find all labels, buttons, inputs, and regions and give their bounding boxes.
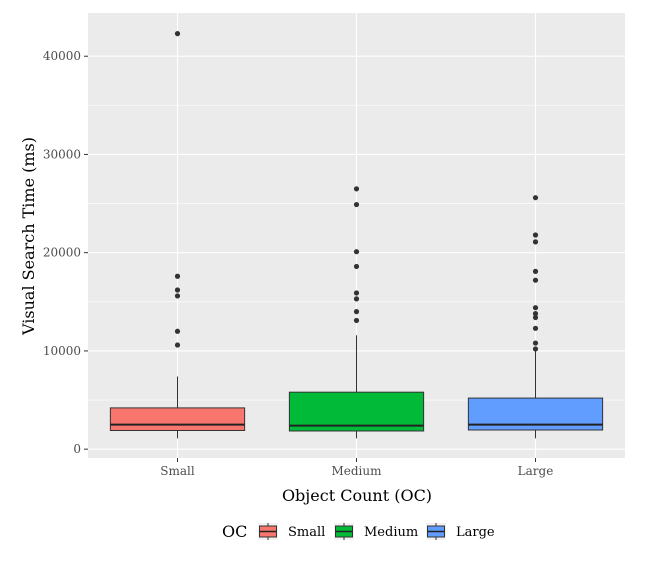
legend: OC Small Medium Large <box>222 522 495 541</box>
x-axis: Small Medium Large <box>160 458 553 478</box>
legend-label: Small <box>288 525 325 540</box>
outlier-point <box>532 232 539 238</box>
outlier-point <box>353 317 360 324</box>
outlier-point <box>353 201 360 208</box>
outlier-point <box>353 186 360 192</box>
x-tick-label: Small <box>160 464 195 478</box>
y-axis-title: Visual Search Time (ms) <box>19 137 38 336</box>
outlier-point <box>532 277 539 283</box>
legend-item-medium: Medium <box>334 523 418 540</box>
legend-label: Medium <box>364 525 418 540</box>
outlier-point <box>532 268 539 274</box>
y-tick-label: 40000 <box>43 49 81 63</box>
x-axis-title: Object Count (OC) <box>282 486 432 505</box>
outlier-point <box>532 346 539 352</box>
outlier-point <box>532 195 539 201</box>
x-tick-label: Large <box>518 464 554 478</box>
y-tick-label: 10000 <box>43 344 81 358</box>
outlier-point <box>353 263 360 270</box>
outlier-point <box>174 273 181 279</box>
outlier-point <box>353 296 360 302</box>
y-tick-label: 30000 <box>43 147 81 161</box>
x-tick-label: Medium <box>331 464 382 478</box>
outlier-point <box>353 290 360 296</box>
outlier-point <box>353 309 360 315</box>
outlier-point <box>532 305 539 311</box>
iqr-box <box>288 391 425 432</box>
outlier-point <box>174 31 181 37</box>
box-series <box>109 31 604 439</box>
outlier-point <box>532 314 539 321</box>
outlier-point <box>532 325 539 331</box>
outlier-point <box>532 310 539 317</box>
legend-label: Large <box>456 525 495 540</box>
legend-item-large: Large <box>426 523 495 540</box>
y-tick-label: 0 <box>73 442 81 456</box>
legend-title: OC <box>222 522 247 541</box>
outlier-point <box>532 239 539 245</box>
legend-item-small: Small <box>258 523 325 540</box>
outlier-point <box>174 328 181 334</box>
outlier-point <box>532 340 539 346</box>
outlier-point <box>174 293 181 299</box>
y-tick-label: 20000 <box>43 246 81 260</box>
y-axis: 0 10000 20000 30000 40000 <box>43 49 88 456</box>
box-large <box>467 195 604 439</box>
outlier-point <box>174 342 181 348</box>
box-medium <box>288 186 425 439</box>
outlier-point <box>353 249 360 255</box>
outlier-point <box>174 287 181 293</box>
box-small <box>109 31 246 439</box>
iqr-box <box>109 407 246 431</box>
